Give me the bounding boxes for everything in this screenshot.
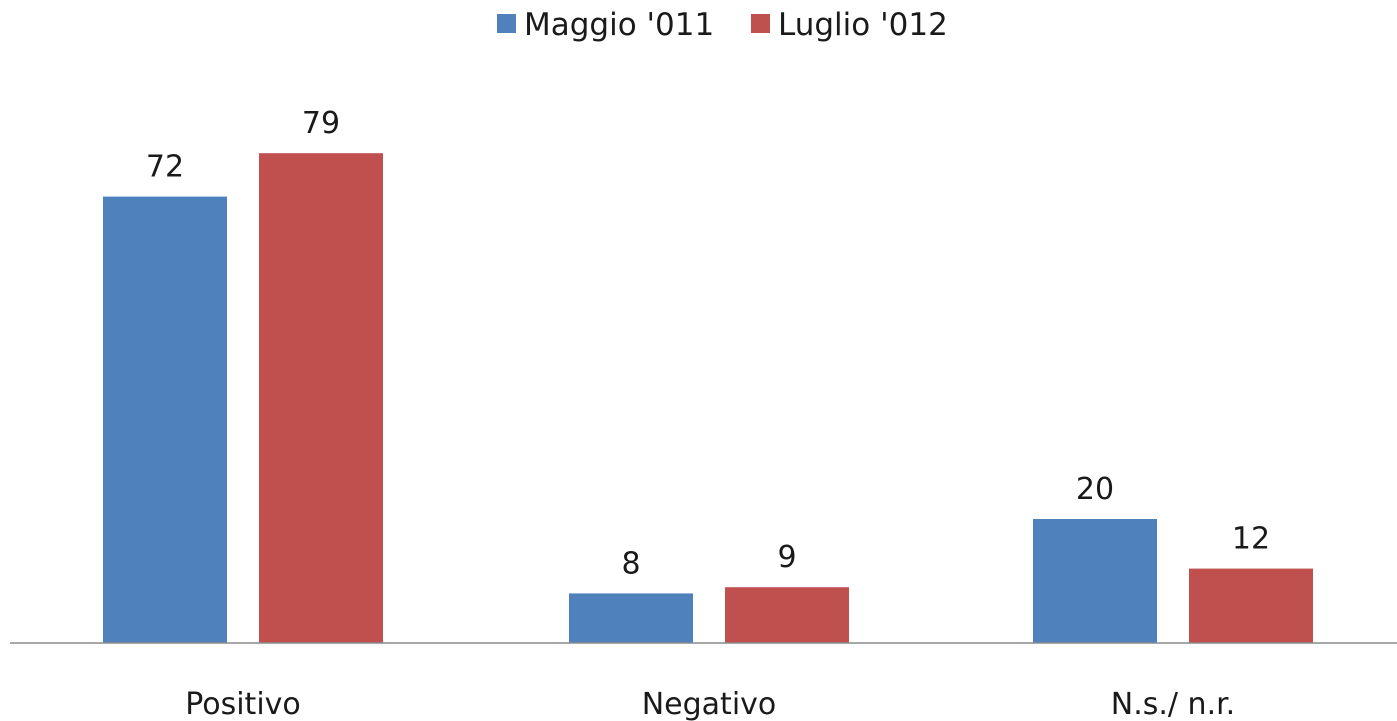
- data-label-negativo-series-2: 9: [777, 540, 796, 575]
- data-label-n-s-n-r-series-1: 20: [1076, 472, 1114, 507]
- legend-swatch-series-2: [751, 14, 770, 33]
- legend: Maggio '011 Luglio '012: [497, 7, 948, 43]
- data-label-n-s-n-r-series-2: 12: [1232, 522, 1270, 557]
- legend-label-series-1: Maggio '011: [524, 7, 714, 43]
- bars: [103, 153, 1313, 643]
- data-labels: 72 79 8 9 20 12: [146, 106, 1270, 581]
- category-axis-labels: Positivo Negativo N.s./ n.r.: [185, 687, 1235, 721]
- bar-negativo-series-1: [569, 593, 693, 643]
- legend-swatch-series-1: [497, 14, 516, 33]
- data-label-positivo-series-2: 79: [302, 106, 340, 141]
- bar-positivo-series-2: [259, 153, 383, 643]
- bar-negativo-series-2: [725, 587, 849, 643]
- category-label-negativo: Negativo: [642, 687, 777, 721]
- data-label-positivo-series-1: 72: [146, 150, 184, 185]
- category-label-n-s-n-r: N.s./ n.r.: [1111, 687, 1235, 721]
- data-label-negativo-series-1: 8: [621, 546, 640, 581]
- legend-label-series-2: Luglio '012: [778, 7, 948, 43]
- bar-positivo-series-1: [103, 196, 227, 643]
- bar-n-s-n-r-series-1: [1033, 519, 1157, 643]
- category-label-positivo: Positivo: [185, 687, 301, 721]
- bar-n-s-n-r-series-2: [1189, 568, 1313, 643]
